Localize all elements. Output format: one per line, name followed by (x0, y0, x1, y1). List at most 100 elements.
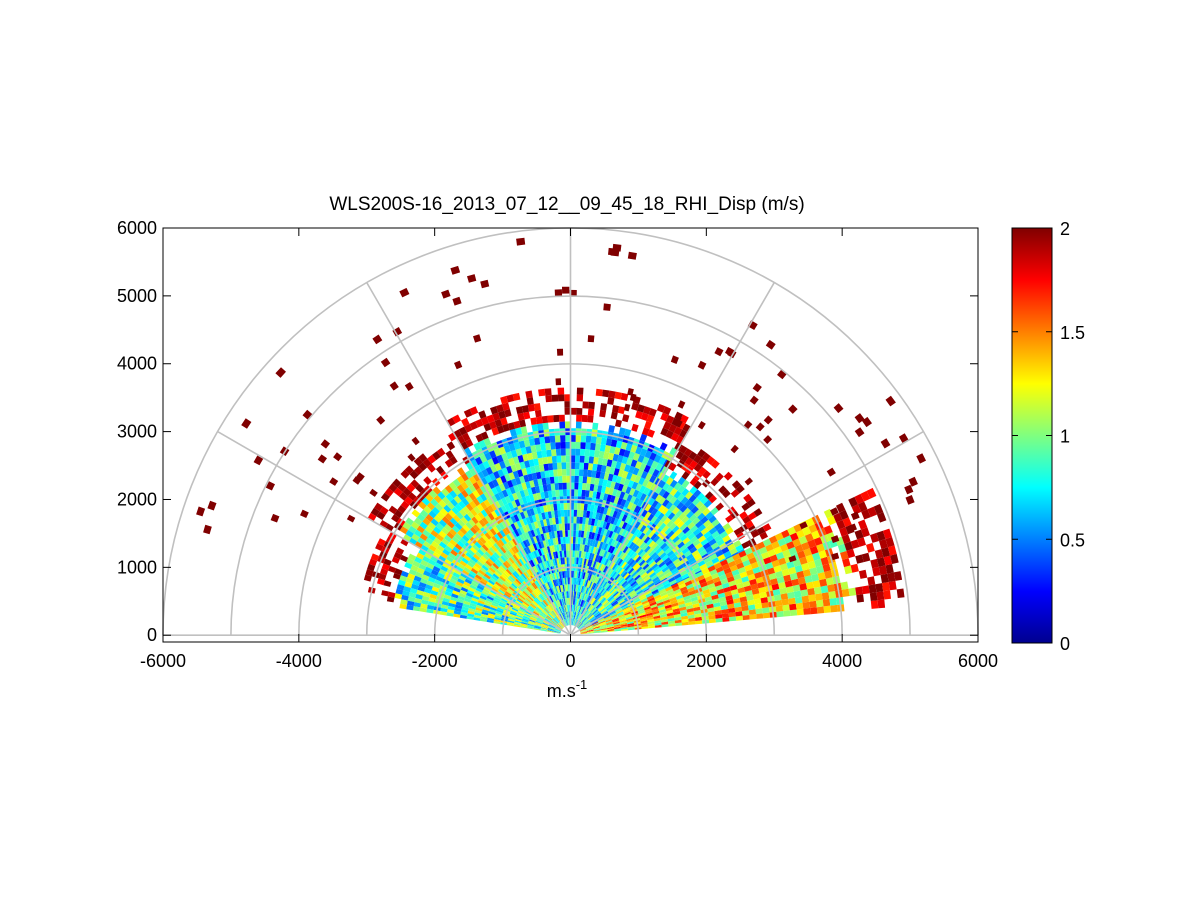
data-cell (628, 451, 636, 460)
data-cell (636, 530, 643, 538)
data-cell (579, 628, 587, 632)
data-cell (603, 493, 609, 501)
data-cell (541, 415, 549, 424)
data-cell (514, 621, 521, 625)
data-cell (580, 585, 584, 593)
data-cell (456, 475, 465, 485)
data-cell (525, 610, 532, 616)
data-cell (708, 527, 717, 535)
data-cell (460, 611, 468, 616)
data-cell (710, 590, 718, 597)
data-cell (586, 580, 590, 588)
data-cell (598, 541, 604, 549)
data-cell (498, 446, 506, 455)
data-cell (600, 609, 608, 615)
data-cell (627, 517, 634, 525)
data-cell (585, 442, 591, 450)
data-cell (582, 476, 588, 484)
data-cell (615, 490, 622, 498)
data-cell (537, 595, 543, 602)
data-cell (606, 559, 611, 567)
data-cell (562, 584, 565, 592)
data-cell (591, 598, 596, 605)
data-cell (561, 598, 565, 606)
data-cell (587, 469, 593, 478)
data-cell (644, 450, 652, 459)
data-cell (422, 517, 431, 526)
data-cell (627, 549, 634, 557)
data-cell (570, 475, 575, 483)
data-cell (468, 608, 476, 613)
data-cell (581, 586, 585, 593)
data-cell (517, 597, 524, 603)
data-cell (593, 505, 598, 513)
data-cell (475, 587, 483, 593)
data-cell (679, 544, 688, 552)
data-cell (588, 573, 592, 581)
data-cell (507, 618, 515, 622)
data-cell (544, 511, 549, 519)
data-cell (495, 550, 503, 557)
data-cell (662, 482, 670, 491)
data-cell (870, 600, 879, 609)
data-cell (545, 606, 551, 613)
data-cell (579, 448, 586, 456)
data-cell (661, 621, 669, 625)
data-cell (670, 599, 678, 605)
data-cell (598, 606, 605, 612)
data-cell (560, 441, 566, 449)
data-cell (585, 624, 593, 629)
data-cell (404, 465, 414, 475)
data-cell (500, 537, 507, 545)
data-cell (576, 612, 579, 620)
data-cell (476, 604, 484, 610)
data-cell (489, 609, 497, 613)
data-cell (630, 459, 638, 468)
data-cell (808, 524, 818, 534)
data-cell (534, 626, 541, 629)
data-cell (451, 593, 459, 599)
data-cell (576, 598, 580, 606)
data-cell (563, 550, 567, 558)
data-cell (699, 549, 708, 557)
data-cell (468, 558, 477, 566)
data-cell (623, 610, 631, 615)
data-cell (512, 492, 519, 501)
data-cell (517, 412, 525, 421)
data-cell (869, 592, 878, 601)
data-cell (528, 585, 535, 592)
data-cell (521, 622, 528, 625)
data-cell (600, 403, 608, 411)
data-cell (717, 592, 726, 599)
data-cell (636, 604, 644, 610)
data-cell (553, 609, 558, 616)
data-cell (490, 575, 498, 582)
data-cell (744, 564, 753, 572)
data-cell (499, 529, 506, 538)
data-cell (628, 541, 635, 549)
data-cell (393, 487, 403, 497)
data-cell (606, 594, 613, 601)
data-cell (518, 558, 525, 566)
data-cell (549, 580, 554, 588)
data-cell (611, 590, 618, 596)
data-cell (555, 517, 559, 525)
data-cell (669, 579, 677, 586)
data-cell (657, 512, 665, 521)
data-cell (578, 482, 583, 490)
data-cell (482, 553, 490, 561)
data-cell (743, 585, 752, 592)
data-cell (572, 543, 576, 551)
data-cell (592, 463, 598, 471)
data-cell (500, 585, 508, 591)
data-cell (423, 570, 431, 577)
data-cell (810, 607, 818, 615)
data-cell (668, 576, 676, 583)
data-cell (665, 607, 673, 612)
data-cell (586, 504, 592, 512)
data-cell (579, 585, 583, 593)
data-cell (503, 581, 510, 588)
data-cell (601, 580, 607, 588)
data-cell (580, 629, 587, 632)
data-cell (634, 564, 641, 571)
